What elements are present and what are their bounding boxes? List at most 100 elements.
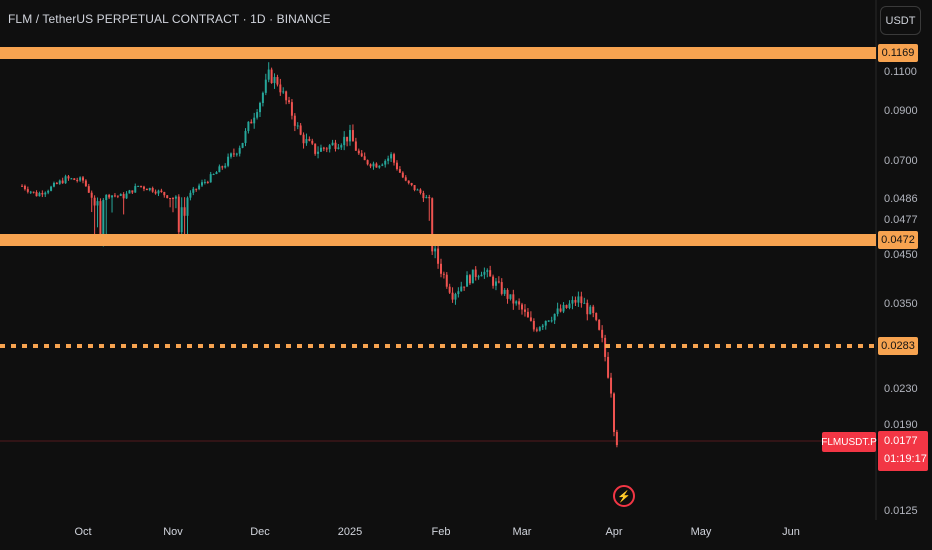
level-label: 0.1169 [878,44,918,62]
candle-body [308,139,311,141]
candle [384,159,387,168]
candle-body [183,207,186,216]
candle [363,152,366,161]
candle-body [279,84,282,93]
candle [574,296,577,307]
candle [506,288,509,304]
lightning-bolt-icon[interactable]: ⚡ [613,485,635,507]
candle-body [163,192,166,196]
time-tick-label: Feb [431,526,451,538]
candle-body [434,248,437,252]
candle [174,195,177,209]
candle-body [253,117,256,124]
candle [44,191,47,198]
candle [571,296,574,310]
candle-body [55,182,58,184]
candle [463,286,466,291]
candle-body [407,180,410,184]
candle-body [276,77,279,85]
candle-body [93,197,96,206]
currency-button[interactable]: USDT [880,6,921,35]
candle [494,278,497,291]
candle-body [250,121,253,124]
candle-body [108,194,111,198]
candle [360,150,363,158]
level-label: 0.0283 [878,337,918,355]
candle-body [559,308,562,312]
candle [518,298,521,310]
candle [58,179,61,185]
time-tick-label: Nov [163,526,183,538]
candle-body [387,158,390,161]
candle-body [76,179,79,181]
candle-body [256,112,259,118]
candle-body [47,190,50,193]
price-tick-label: 0.0230 [884,383,918,395]
candle-body [238,147,241,154]
candle-body [592,306,595,313]
candle [311,138,314,146]
candle [340,143,343,150]
candle [154,189,157,195]
candle [568,300,571,310]
candle-body [515,301,518,304]
candle [227,153,230,168]
candle [565,304,568,309]
candle [381,163,384,167]
candle-body [293,115,296,126]
candle [401,171,404,179]
candle-body [440,263,442,274]
candle [276,74,279,87]
candle-body [466,275,469,287]
candle-body [565,305,568,308]
candle [32,191,35,194]
candle-body [445,274,448,287]
candle [349,124,351,146]
candle [67,174,70,181]
candle-body [574,300,577,303]
candle-body [562,305,565,312]
candle [238,145,241,157]
candle-body [206,181,209,183]
candle [259,101,261,118]
candle-body [282,91,285,93]
time-tick-label: Dec [250,526,270,538]
price-tick-label: 0.0450 [884,249,918,261]
candle-body [189,192,192,198]
candle-body [221,166,224,168]
candle [331,139,334,146]
candle-body [244,130,247,143]
candle [547,320,550,322]
candle [471,269,474,284]
candle [250,119,253,124]
candle [87,183,90,194]
candle-body [122,194,125,199]
candle [195,188,198,192]
candle [322,146,325,152]
candle-body [58,180,61,184]
candle-body [290,102,293,116]
candle [343,131,346,151]
last-price-value: 0.0177 [884,435,918,447]
candle [201,179,203,188]
candle-body [38,192,41,197]
candle-body [227,156,230,166]
candle-body [113,195,116,197]
candle-body [532,320,535,330]
candle-body [151,187,154,192]
candle [372,161,375,170]
candle [290,99,293,120]
candle [209,171,212,183]
candle [308,136,311,142]
candle [247,121,250,134]
candle [562,302,565,314]
candle [84,179,87,187]
candle [26,186,29,194]
candle-body [503,289,506,294]
candle [357,148,360,155]
candle [261,91,264,107]
candle [337,143,340,150]
candle [317,146,320,159]
candle [437,244,440,269]
